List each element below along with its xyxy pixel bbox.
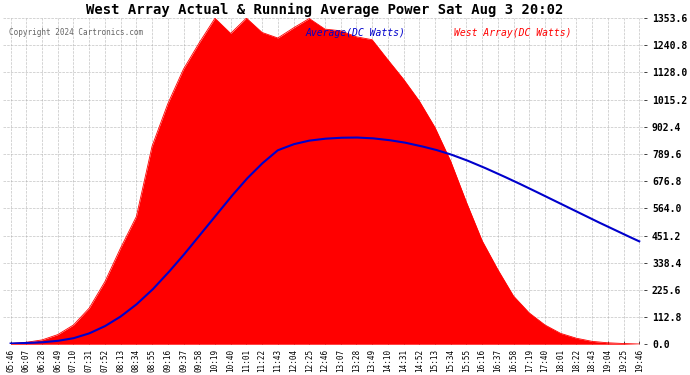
Text: Copyright 2024 Cartronics.com: Copyright 2024 Cartronics.com (9, 28, 144, 37)
Title: West Array Actual & Running Average Power Sat Aug 3 20:02: West Array Actual & Running Average Powe… (86, 3, 564, 17)
Text: West Array(DC Watts): West Array(DC Watts) (454, 28, 571, 38)
Text: Average(DC Watts): Average(DC Watts) (306, 28, 406, 38)
